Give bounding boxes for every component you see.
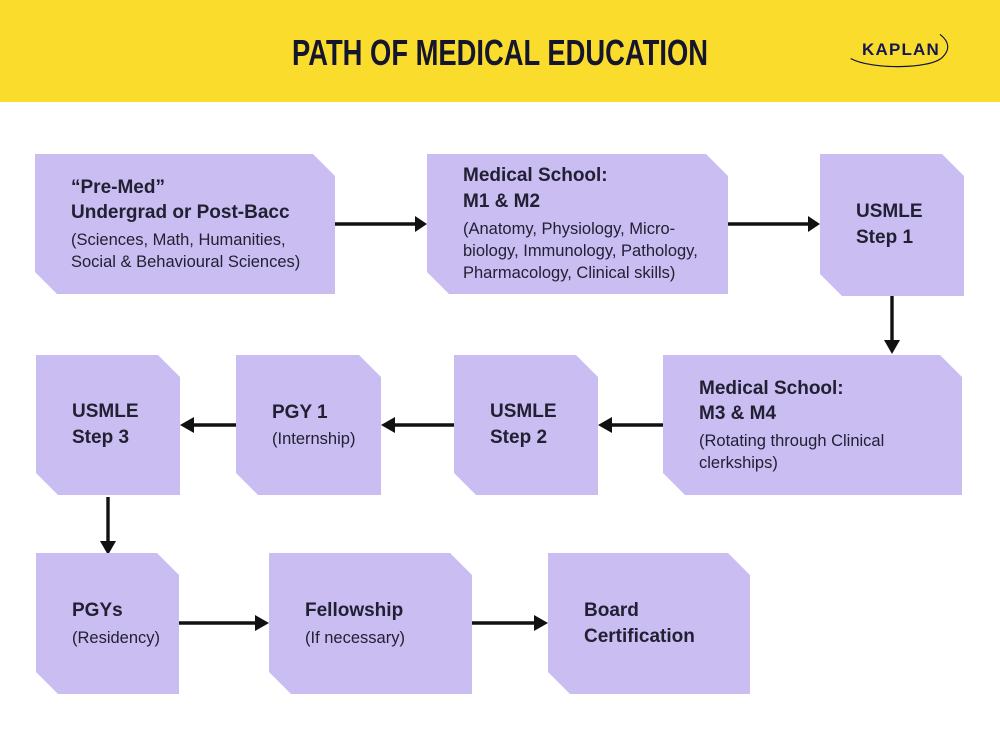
svg-text:KAPLAN: KAPLAN: [862, 40, 940, 59]
